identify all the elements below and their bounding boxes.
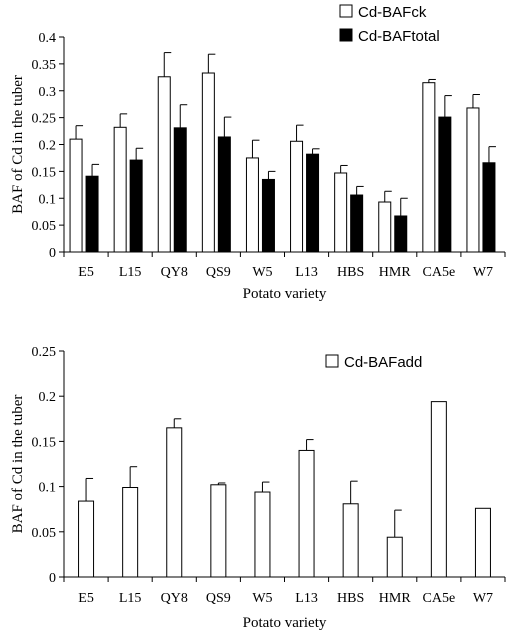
bar <box>350 194 364 253</box>
x-axis-title: Potato variety <box>243 286 327 302</box>
y-tick-label: 0.25 <box>32 345 57 360</box>
y-tick-label: 0.05 <box>32 526 57 541</box>
x-tick-label: W7 <box>473 265 493 280</box>
y-tick-label: 0 <box>49 571 56 586</box>
y-tick-label: 0.35 <box>32 58 57 73</box>
bar <box>173 127 187 253</box>
bar <box>394 215 408 253</box>
legend-label: Cd-BAFck <box>358 4 427 21</box>
y-tick-label: 0.1 <box>39 192 57 207</box>
x-tick-label: L15 <box>119 591 142 606</box>
y-tick-label: 0.15 <box>32 165 57 180</box>
x-tick-label: L13 <box>295 265 318 280</box>
bar <box>474 507 491 578</box>
bar <box>157 76 171 253</box>
x-tick-label: QS9 <box>206 265 231 280</box>
bar <box>482 162 496 253</box>
y-tick-label: 0.2 <box>39 390 57 405</box>
bar <box>210 484 227 578</box>
legend-swatch <box>339 28 353 42</box>
x-tick-label: L15 <box>119 265 142 280</box>
y-tick-label: 0.1 <box>39 481 57 496</box>
x-tick-label: W5 <box>252 591 272 606</box>
bar <box>261 178 275 253</box>
bar <box>122 487 139 578</box>
y-tick-label: 0.4 <box>39 31 57 46</box>
bar <box>342 503 359 578</box>
bar <box>113 126 127 253</box>
bar <box>386 536 403 578</box>
y-axis-title: BAF of Cd in the tuber <box>10 395 26 534</box>
x-tick-label: CA5e <box>423 265 456 280</box>
bar <box>85 175 99 253</box>
bar <box>217 136 231 253</box>
bar <box>201 72 215 253</box>
x-tick-label: L13 <box>295 591 318 606</box>
y-tick-label: 0.15 <box>32 435 57 450</box>
bar <box>245 157 259 253</box>
bar <box>334 172 348 253</box>
bar <box>298 449 315 578</box>
x-tick-label: HBS <box>337 265 364 280</box>
x-tick-label: HMR <box>379 265 412 280</box>
x-tick-label: E5 <box>78 591 94 606</box>
y-tick-label: 0.2 <box>39 139 57 154</box>
y-tick-label: 0.3 <box>39 85 57 100</box>
bar <box>466 107 480 253</box>
x-axis-title: Potato variety <box>243 615 327 631</box>
bar <box>166 427 183 578</box>
legend-label: Cd-BAFadd <box>344 354 422 371</box>
y-tick-label: 0 <box>49 246 56 261</box>
y-tick-label: 0.05 <box>32 219 57 234</box>
bar <box>378 201 392 253</box>
legend-swatch <box>325 354 339 368</box>
x-tick-label: QS9 <box>206 591 231 606</box>
chart-bottom: 0 0.05 0.1 0.15 0.2 0.25 E5 L15 QY8 QS9 W5 L13 HBS HM… <box>10 345 506 631</box>
bar <box>438 116 452 253</box>
x-tick-label: QY8 <box>161 591 188 606</box>
x-tick-label: E5 <box>78 265 94 280</box>
x-tick-label: W7 <box>473 591 493 606</box>
x-tick-label: HMR <box>379 591 412 606</box>
legend-swatch <box>339 4 353 18</box>
y-tick-label: 0.25 <box>32 112 57 127</box>
x-tick-label: HBS <box>337 591 364 606</box>
legend-label: Cd-BAFtotal <box>358 28 440 45</box>
bar <box>129 159 143 253</box>
bar <box>422 82 436 253</box>
chart-top: 0 0.05 0.1 0.15 0.2 0.25 0.3 0.35 0.4 E5 L15 QY8 QS9… <box>10 4 506 302</box>
bar <box>290 140 304 253</box>
y-axis-title: BAF of Cd in the tuber <box>10 75 26 214</box>
x-tick-label: W5 <box>252 265 272 280</box>
bar <box>430 401 447 578</box>
bar <box>306 153 320 253</box>
bar <box>78 500 95 578</box>
bar <box>254 491 271 578</box>
x-tick-label: QY8 <box>161 265 188 280</box>
x-tick-label: CA5e <box>423 591 456 606</box>
bar <box>69 138 83 253</box>
